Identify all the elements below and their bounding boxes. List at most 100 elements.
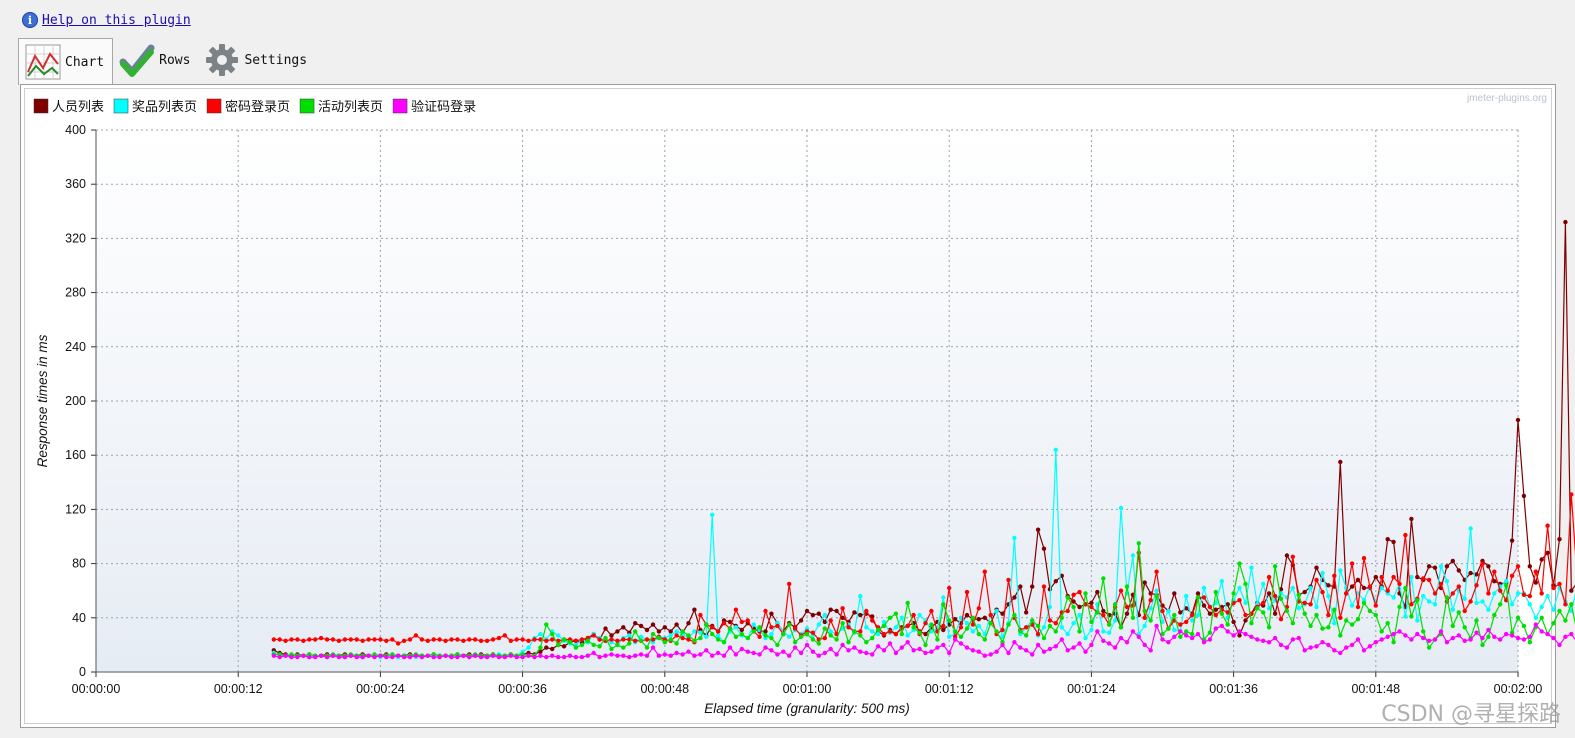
- data-point: [633, 621, 638, 626]
- data-point: [538, 645, 543, 650]
- x-tick-label: 00:01:48: [1351, 682, 1400, 696]
- tab-chart[interactable]: Chart: [18, 38, 114, 85]
- data-point: [455, 654, 460, 660]
- data-point: [1545, 550, 1550, 555]
- data-point: [1563, 634, 1568, 639]
- data-point: [1397, 604, 1402, 610]
- data-point: [775, 652, 780, 657]
- help-link[interactable]: Help on this plugin: [42, 12, 191, 28]
- data-point: [1504, 583, 1509, 588]
- data-point: [893, 650, 899, 656]
- data-point: [970, 648, 976, 653]
- data-point: [1023, 648, 1029, 653]
- data-point: [1480, 635, 1485, 641]
- data-point: [1349, 584, 1355, 589]
- x-tick-label: 00:00:24: [356, 682, 405, 696]
- data-point: [1326, 593, 1331, 599]
- data-point: [1349, 561, 1355, 566]
- data-point: [1521, 623, 1527, 629]
- help-link-row: i Help on this plugin: [22, 10, 191, 30]
- tab-rows-label: Rows: [159, 52, 191, 68]
- data-point: [526, 653, 531, 658]
- data-point: [544, 654, 549, 660]
- data-point: [751, 622, 756, 627]
- data-point: [502, 654, 507, 660]
- y-axis-label: Response times in ms: [35, 334, 50, 467]
- data-point: [271, 637, 276, 642]
- x-tick-label: 00:02:00: [1494, 682, 1543, 696]
- data-point: [935, 645, 940, 650]
- data-point: [1557, 537, 1562, 542]
- data-point: [603, 626, 608, 631]
- data-point: [840, 615, 845, 620]
- data-point: [970, 615, 976, 620]
- data-point: [1338, 615, 1343, 620]
- data-point: [947, 650, 952, 656]
- data-point: [1249, 621, 1254, 626]
- data-point: [1112, 602, 1118, 607]
- data-point: [307, 637, 312, 642]
- data-point: [864, 650, 869, 656]
- data-point: [952, 629, 958, 634]
- data-point: [1189, 612, 1195, 618]
- data-point: [1361, 556, 1367, 561]
- data-point: [1065, 595, 1070, 600]
- data-point: [781, 649, 786, 654]
- data-point: [526, 638, 531, 643]
- data-point: [1041, 649, 1047, 654]
- data-point: [1261, 581, 1266, 587]
- data-point: [1189, 618, 1195, 623]
- data-point: [1207, 604, 1213, 610]
- data-point: [609, 637, 614, 642]
- data-point: [1207, 611, 1213, 616]
- data-point: [929, 608, 934, 614]
- data-point: [792, 626, 798, 631]
- data-point: [1379, 629, 1384, 634]
- data-point: [828, 607, 833, 612]
- data-point: [905, 623, 910, 629]
- data-point: [840, 606, 845, 611]
- data-point: [1272, 593, 1278, 599]
- data-point: [1551, 585, 1556, 591]
- data-point: [769, 635, 774, 641]
- data-point: [1018, 645, 1023, 650]
- data-point: [591, 650, 596, 656]
- data-point: [579, 642, 585, 648]
- data-point: [692, 607, 697, 612]
- data-point: [911, 625, 916, 630]
- tab-settings[interactable]: Settings: [198, 38, 315, 82]
- data-point: [561, 644, 567, 649]
- data-point: [1089, 600, 1094, 606]
- data-point: [958, 641, 964, 646]
- data-point: [1403, 585, 1408, 591]
- data-point: [621, 637, 626, 642]
- data-point: [1012, 535, 1017, 541]
- data-point: [1403, 532, 1408, 538]
- data-point: [1243, 600, 1248, 606]
- data-point: [692, 638, 697, 643]
- data-point: [715, 633, 721, 638]
- data-point: [1077, 604, 1082, 610]
- data-point: [295, 654, 300, 660]
- data-point: [727, 626, 733, 631]
- data-point: [881, 648, 887, 653]
- data-point: [1071, 645, 1076, 650]
- data-point: [1515, 635, 1521, 641]
- data-point: [609, 652, 614, 657]
- data-point: [307, 654, 312, 660]
- data-point: [686, 633, 691, 638]
- data-point: [1053, 579, 1059, 584]
- data-point: [994, 649, 999, 654]
- data-point: [1361, 585, 1367, 591]
- legend-label: 活动列表页: [318, 100, 383, 115]
- tab-rows[interactable]: Rows: [113, 38, 198, 82]
- data-point: [1030, 652, 1035, 657]
- data-point: [1154, 623, 1159, 629]
- data-point: [1065, 648, 1070, 653]
- data-point: [769, 648, 774, 653]
- data-point: [627, 633, 632, 638]
- data-point: [875, 644, 881, 649]
- data-point: [662, 652, 667, 657]
- y-tick-label: 80: [72, 557, 86, 571]
- data-point: [864, 625, 869, 630]
